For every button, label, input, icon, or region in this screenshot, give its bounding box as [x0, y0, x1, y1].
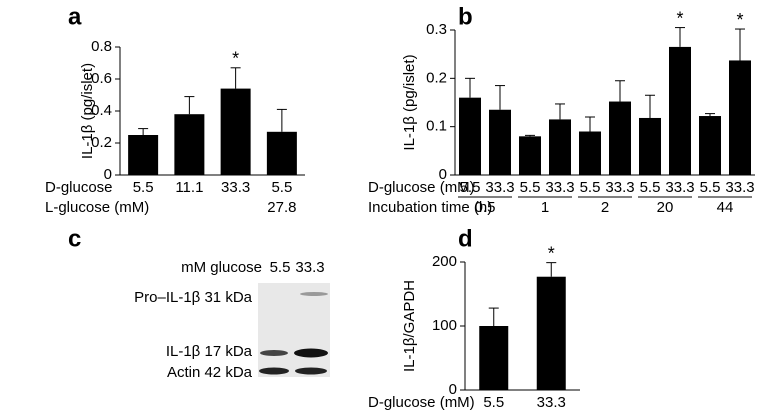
- x-tick-label: 5.5: [133, 179, 154, 196]
- blot-band: [259, 367, 289, 375]
- significance-marker: *: [548, 243, 555, 263]
- x-row-label: D-glucose (mM): [368, 179, 475, 196]
- blot-band: [260, 350, 288, 356]
- group-label: 1: [541, 199, 549, 216]
- y-tick-label: 100: [432, 317, 457, 334]
- x-row-label: L-glucose (mM): [45, 199, 149, 216]
- y-tick-label: 0.2: [91, 134, 112, 151]
- bar: [729, 60, 751, 176]
- x-tick-label: 5.5: [460, 179, 481, 196]
- y-tick-label: 0.4: [91, 102, 112, 119]
- band-label: IL-1β 17 kDa: [166, 343, 253, 360]
- x-tick-label: 11.1: [175, 179, 203, 196]
- x-tick-label: 5.5: [520, 179, 541, 196]
- blot-header: mM glucose: [181, 259, 262, 276]
- group-label: 44: [717, 199, 734, 216]
- bar: [266, 131, 297, 175]
- bar: [609, 101, 631, 175]
- x-tick-label: 33.3: [665, 179, 694, 196]
- bar: [479, 326, 509, 390]
- blot-band: [300, 292, 328, 296]
- y-tick-label: 200: [432, 253, 457, 270]
- x-row-label: Incubation time (h): [368, 199, 492, 216]
- bar: [174, 114, 205, 175]
- bar: [639, 117, 661, 175]
- group-label: 2: [601, 199, 609, 216]
- x-tick-label: 27.8: [267, 199, 296, 216]
- lane-label: 5.5: [270, 259, 291, 276]
- bar: [519, 136, 541, 175]
- y-axis-title: IL-1β (pg/islet): [401, 54, 418, 150]
- y-tick-label: 0.1: [426, 118, 447, 135]
- bar: [128, 135, 159, 175]
- x-tick-label: 5.5: [700, 179, 721, 196]
- y-tick-label: 0.3: [426, 21, 447, 38]
- x-tick-label: 33.3: [485, 179, 514, 196]
- panel-letter: a: [68, 3, 82, 30]
- x-tick-label: 33.3: [221, 179, 250, 196]
- y-tick-label: 0.6: [91, 70, 112, 87]
- significance-marker: *: [736, 10, 743, 30]
- band-label: Pro–IL-1β 31 kDa: [134, 289, 253, 306]
- panel-letter: b: [458, 3, 473, 30]
- group-label: 0.5: [475, 199, 496, 216]
- bar: [549, 119, 571, 175]
- blot-image: [258, 283, 330, 377]
- bar: [699, 116, 721, 175]
- y-tick-label: 0: [439, 166, 447, 183]
- x-tick-label: 5.5: [640, 179, 661, 196]
- x-tick-label: 33.3: [545, 179, 574, 196]
- x-tick-label: 33.3: [605, 179, 634, 196]
- y-tick-label: 0.2: [426, 69, 447, 86]
- blot-band: [295, 367, 327, 375]
- bar: [536, 276, 566, 390]
- significance-marker: *: [232, 49, 239, 69]
- bar: [579, 131, 601, 175]
- y-tick-label: 0: [449, 381, 457, 398]
- panel-letter: c: [68, 225, 81, 252]
- x-tick-label: 5.5: [483, 394, 504, 411]
- x-row-label: D-glucose: [45, 179, 113, 196]
- bar: [489, 109, 511, 175]
- panel-letter: d: [458, 225, 473, 252]
- y-axis-title: IL-1β/GAPDH: [401, 280, 418, 372]
- blot-band: [294, 348, 328, 358]
- x-row-label: D-glucose (mM): [368, 394, 475, 411]
- band-label: Actin 42 kDa: [167, 364, 253, 381]
- group-label: 20: [657, 199, 674, 216]
- y-tick-label: 0.8: [91, 38, 112, 55]
- lane-label: 33.3: [295, 259, 324, 276]
- x-tick-label: 5.5: [580, 179, 601, 196]
- bar: [220, 88, 251, 175]
- y-tick-label: 0: [104, 166, 112, 183]
- x-tick-label: 5.5: [271, 179, 292, 196]
- y-axis-title: IL-1β (pg/islet): [79, 63, 96, 159]
- x-tick-label: 33.3: [537, 394, 566, 411]
- significance-marker: *: [676, 8, 683, 28]
- bar: [459, 97, 481, 175]
- x-tick-label: 33.3: [725, 179, 754, 196]
- bar: [669, 46, 691, 175]
